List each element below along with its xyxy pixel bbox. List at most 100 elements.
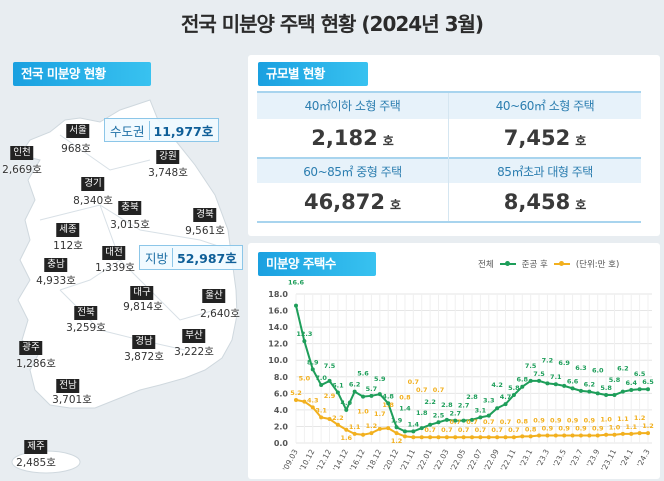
data-label: 7.5 (324, 362, 336, 370)
region-value: 2,669호 (2, 164, 42, 176)
size-label: 60~85㎡ 중형 주택 (257, 157, 448, 183)
data-label: 0.7 (466, 418, 478, 426)
data-label: 3.1 (475, 406, 487, 414)
data-point (520, 434, 525, 439)
data-label: 6.5 (634, 370, 646, 378)
data-point (369, 393, 374, 398)
data-label: 4.7 (500, 393, 512, 401)
data-point (570, 386, 575, 391)
data-label: 6.6 (567, 377, 579, 385)
region-label: 경남 (132, 335, 156, 349)
x-tick-label: '23.11 (599, 448, 618, 473)
data-label: 0.9 (533, 417, 545, 425)
data-point (511, 392, 516, 397)
data-point (553, 382, 558, 387)
region-label: 경북 (193, 208, 217, 222)
data-point (294, 303, 298, 308)
data-point (302, 339, 307, 344)
data-label: 0.7 (424, 426, 436, 434)
data-label: 0.7 (458, 426, 470, 434)
data-point (419, 426, 424, 431)
data-label: 2.7 (449, 410, 461, 418)
x-tick-label: '23.5 (551, 448, 568, 469)
data-label: 2.8 (466, 393, 478, 401)
data-label: 5.9 (374, 375, 386, 383)
data-point (629, 431, 634, 436)
chart-card: 미분양 주택수 (248, 243, 660, 479)
data-label: 2.2 (424, 398, 436, 406)
region-value: 968호 (61, 143, 91, 155)
data-label: 1.8 (382, 401, 394, 409)
data-point (503, 402, 508, 407)
data-point (294, 397, 298, 402)
region-value: 2,485호 (16, 457, 56, 469)
data-label: 0.7 (475, 426, 487, 434)
data-point (562, 433, 567, 438)
data-point (444, 435, 449, 440)
y-tick-label: 12.0 (268, 340, 288, 349)
data-label: 0.7 (491, 426, 503, 434)
data-label: 0.9 (542, 425, 554, 433)
size-label: 40~60㎡ 소형 주택 (449, 93, 641, 119)
size-value: 8,458 (503, 190, 571, 214)
data-label: 6.3 (575, 364, 587, 372)
data-point (612, 392, 617, 397)
region-value: 1,339호 (95, 262, 135, 274)
region-label: 광주 (19, 341, 43, 355)
x-tick-label: '24.1 (618, 448, 635, 469)
data-label: 5.8 (609, 376, 621, 384)
data-point (478, 435, 483, 440)
data-point (344, 427, 349, 432)
data-label: 8.9 (307, 358, 319, 366)
data-label: 1.8 (416, 409, 428, 417)
data-point (562, 383, 567, 388)
data-label: 5.0 (299, 375, 311, 383)
data-point (528, 434, 533, 439)
data-label: 12.3 (296, 330, 312, 338)
data-label: 0.7 (483, 418, 495, 426)
data-label: 0.9 (550, 417, 562, 425)
data-point (310, 367, 315, 372)
data-label: 1.2 (391, 437, 403, 445)
size-heading: 규모별 현황 (258, 62, 368, 86)
data-point (537, 433, 542, 438)
region-value: 8,340호 (73, 195, 113, 207)
data-label: 0.7 (433, 386, 445, 394)
region-label: 세종 (56, 223, 80, 237)
data-label: 3.3 (483, 397, 495, 405)
y-tick-label: 6.0 (274, 389, 289, 398)
data-point (402, 434, 407, 439)
data-point (537, 378, 542, 383)
region-label: 대구 (130, 286, 154, 300)
data-label: 0.7 (500, 418, 512, 426)
data-label: 2.8 (441, 401, 453, 409)
data-point (461, 418, 466, 423)
provinces-label: 지방 (145, 251, 169, 266)
data-label: 4.0 (341, 399, 353, 407)
data-label: 1.2 (634, 414, 646, 422)
size-card: 규모별 현황 40㎡이하 소형 주택 2,182 호 40~60㎡ 소형 주택 7,4… (248, 55, 660, 236)
size-label: 40㎡이하 소형 주택 (257, 93, 448, 119)
data-point (511, 435, 516, 440)
data-label: 7.2 (542, 356, 554, 364)
region-value: 2,640호 (200, 308, 240, 320)
unit: 호 (382, 134, 394, 148)
region-value: 1,286호 (16, 358, 56, 370)
data-point (319, 383, 324, 388)
data-label: 4.2 (491, 381, 503, 389)
data-point (428, 435, 433, 440)
x-tick-label: '23.9 (585, 448, 602, 469)
legend-total-label: 전체 (478, 260, 494, 270)
data-label: 1.0 (357, 408, 369, 416)
chart-legend: 전체 준공 후 (단위:만 호) (478, 258, 619, 270)
data-point (352, 431, 357, 436)
data-point (394, 431, 399, 436)
data-point (453, 435, 458, 440)
unit: 호 (575, 134, 587, 148)
data-point (335, 422, 340, 427)
unit-note: (단위:만 호) (575, 260, 620, 270)
unit: 호 (390, 198, 402, 212)
data-point (578, 388, 583, 393)
data-label: 6.9 (558, 359, 570, 367)
region-borders (39, 134, 231, 351)
